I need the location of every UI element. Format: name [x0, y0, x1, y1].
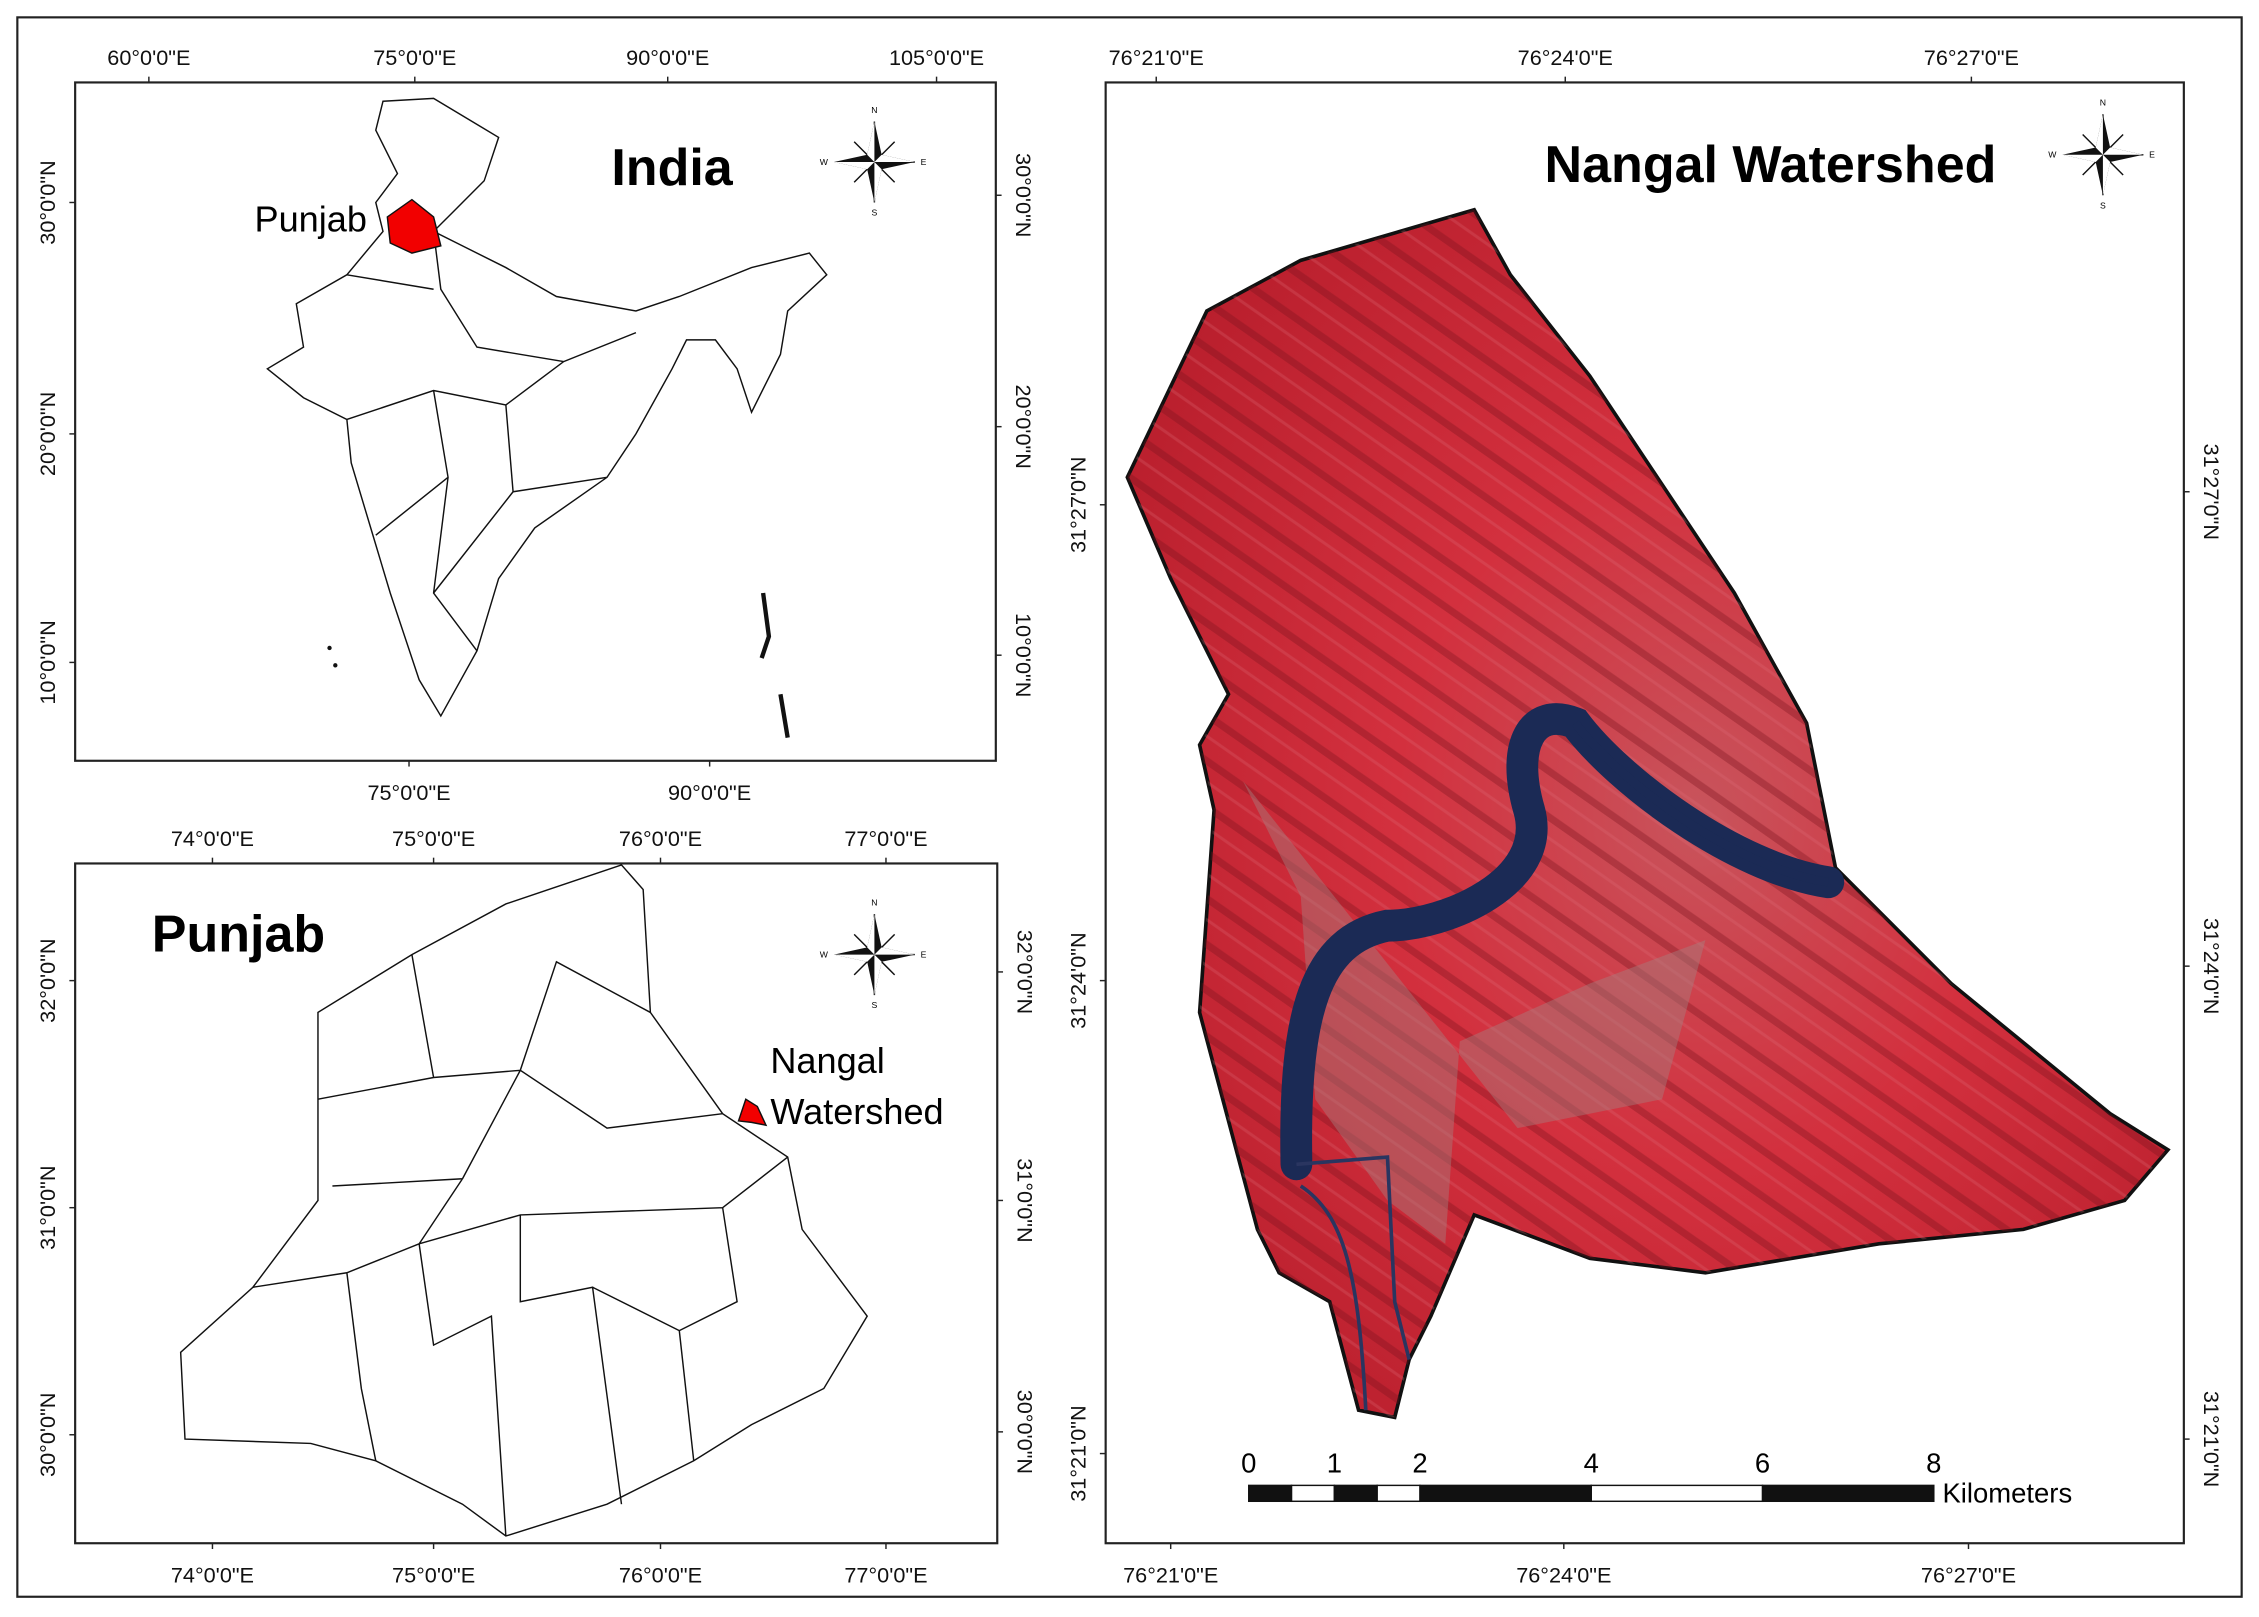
- punjab-frame: [74, 862, 999, 1545]
- lat-label: 31°21'0"N: [2199, 1391, 2224, 1487]
- lon-label: 76°0'0"E: [619, 1562, 702, 1587]
- scale-segment: [1419, 1484, 1592, 1503]
- lat-label: 31°27'0"N: [1065, 457, 1090, 553]
- punjab-label: Watershed: [770, 1091, 943, 1132]
- settlement-area: [1242, 781, 1706, 1244]
- lat-label: 31°21'0"N: [1065, 1405, 1090, 1501]
- scale-segment: [1290, 1484, 1336, 1503]
- islands: [327, 645, 332, 651]
- compass-letter: W: [820, 157, 829, 167]
- punjab-highlight: [386, 198, 442, 254]
- lat-label: 31°0'0"N: [35, 1165, 60, 1249]
- lat-label: 30°0'0"N: [35, 160, 60, 244]
- lat-label: 30°0'0"N: [1011, 153, 1036, 237]
- north-arrow: [833, 121, 915, 203]
- lon-label: 76°0'0"E: [619, 826, 702, 851]
- lon-label: 90°0'0"E: [626, 45, 709, 70]
- river: [1571, 720, 1829, 887]
- india-state-lines: [346, 231, 637, 652]
- lon-label: 77°0'0"E: [844, 826, 927, 851]
- compass-letter: E: [921, 157, 927, 167]
- compass-letter: S: [872, 208, 878, 218]
- lat-label: 31°24'0"N: [2199, 918, 2224, 1014]
- district-lines: [252, 954, 789, 1537]
- lat-label: 30°0'0"N: [1012, 1390, 1037, 1474]
- lat-label: 31°27'0"N: [2199, 444, 2224, 540]
- scale-segment: [1376, 1484, 1421, 1503]
- compass-letter: N: [2100, 98, 2106, 108]
- scale-label: 0: [1241, 1447, 1256, 1478]
- lat-label: 10°0'0"N: [35, 620, 60, 704]
- lon-label: 76°27'0"E: [1924, 45, 2019, 70]
- islands: [333, 663, 338, 668]
- lon-label: 76°21'0"E: [1109, 45, 1204, 70]
- lon-label: 75°0'0"E: [367, 780, 450, 805]
- lat-label: 32°0'0"N: [1012, 930, 1037, 1014]
- scale-label: 6: [1755, 1447, 1770, 1478]
- compass-letter: N: [871, 897, 877, 907]
- lat-label: 31°24'0"N: [1065, 932, 1090, 1028]
- punjab-title: Punjab: [152, 906, 325, 964]
- compass-letter: E: [921, 949, 927, 959]
- india-label: Punjab: [255, 198, 367, 239]
- scale-segment: [1333, 1484, 1378, 1503]
- india-title: India: [611, 139, 733, 197]
- compass-letter: W: [2048, 150, 2057, 160]
- lon-label: 75°0'0"E: [373, 45, 456, 70]
- lon-label: 75°0'0"E: [392, 826, 475, 851]
- lat-label: 20°0'0"N: [1011, 384, 1036, 468]
- scale-segment: [1248, 1484, 1293, 1503]
- lat-label: 10°0'0"N: [1011, 613, 1036, 697]
- lon-label: 90°0'0"E: [668, 780, 751, 805]
- canal: [1296, 1155, 1411, 1411]
- lat-label: 20°0'0"N: [35, 392, 60, 476]
- lon-label: 74°0'0"E: [171, 826, 254, 851]
- scale-segment: [1761, 1484, 1935, 1503]
- india-outline: [266, 97, 828, 718]
- lon-label: 74°0'0"E: [171, 1562, 254, 1587]
- lon-label: 76°21'0"E: [1123, 1562, 1218, 1587]
- north-arrow: [2062, 114, 2144, 196]
- lon-label: 60°0'0"E: [107, 45, 190, 70]
- nangal-title: Nangal Watershed: [1545, 136, 1997, 194]
- scale-label: 2: [1412, 1447, 1427, 1478]
- compass-letter: W: [820, 949, 829, 959]
- scale-segment: [1590, 1484, 1764, 1503]
- lat-label: 32°0'0"N: [35, 938, 60, 1022]
- lon-label: 77°0'0"E: [844, 1562, 927, 1587]
- lon-label: 76°27'0"E: [1921, 1562, 2016, 1587]
- compass-letter: E: [2149, 150, 2155, 160]
- scale-label: 1: [1327, 1447, 1342, 1478]
- compass-letter: S: [872, 1000, 878, 1010]
- north-arrow: [833, 914, 915, 996]
- scale-label: 8: [1926, 1447, 1941, 1478]
- lon-label: 76°24'0"E: [1516, 1562, 1611, 1587]
- india-frame: [74, 81, 997, 762]
- lat-label: 30°0'0"N: [35, 1393, 60, 1477]
- islands: [759, 592, 790, 738]
- lat-label: 31°0'0"N: [1012, 1158, 1037, 1242]
- compass-letter: S: [2100, 200, 2106, 210]
- scale-label: 4: [1584, 1447, 1599, 1478]
- lon-label: 105°0'0"E: [889, 45, 984, 70]
- punjab-label: Nangal: [770, 1040, 884, 1081]
- nangal-highlight: [737, 1098, 768, 1127]
- compass-letter: N: [871, 105, 877, 115]
- scale-unit: Kilometers: [1942, 1478, 2072, 1509]
- lon-label: 75°0'0"E: [392, 1562, 475, 1587]
- lon-label: 76°24'0"E: [1518, 45, 1613, 70]
